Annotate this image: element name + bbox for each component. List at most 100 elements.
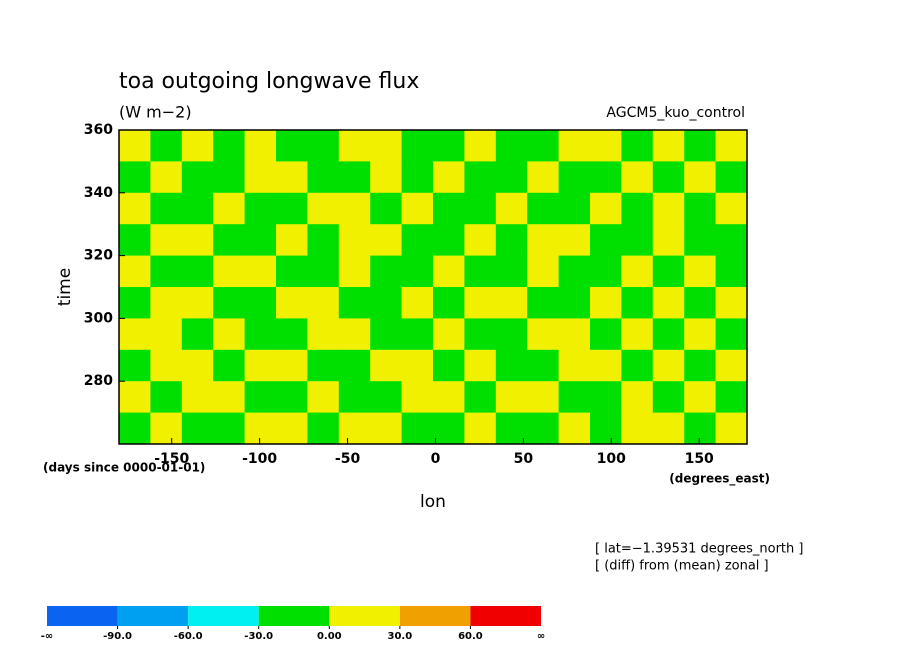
field-cell	[307, 130, 340, 162]
field-cell	[464, 255, 497, 288]
field-cell	[338, 287, 371, 319]
field-cell	[150, 161, 183, 194]
y-tick-label: 280	[84, 373, 113, 389]
field-cell	[495, 130, 528, 162]
field-cell	[150, 255, 183, 288]
field-cell	[181, 161, 214, 194]
field-cell	[276, 349, 308, 382]
field-cell	[338, 255, 371, 288]
field-cell	[401, 224, 434, 257]
x-units: (degrees_east)	[669, 472, 770, 487]
field-cell	[684, 318, 717, 351]
field-cell	[401, 318, 434, 351]
field-cell	[276, 255, 308, 288]
colorbar-box	[188, 606, 259, 626]
field-cell	[181, 318, 214, 351]
field-cell	[464, 224, 497, 257]
chart-title: toa outgoing longwave flux	[119, 69, 419, 94]
field-cell	[276, 381, 308, 414]
field-cell	[590, 349, 622, 382]
field-cell	[684, 412, 717, 445]
field-cell	[558, 349, 591, 382]
field-cell	[433, 255, 465, 288]
field-cell	[150, 130, 183, 162]
field-cell	[590, 192, 622, 225]
field-cell	[401, 192, 434, 225]
field-cell	[307, 161, 340, 194]
field-cell	[495, 161, 528, 194]
field-cell	[244, 412, 277, 445]
field-cell	[307, 318, 340, 351]
field-cell	[276, 161, 308, 194]
field-cell	[181, 287, 214, 319]
field-cell	[338, 318, 371, 351]
field-cell	[464, 318, 497, 351]
field-cell	[527, 349, 560, 382]
field-cell	[244, 381, 277, 414]
y-tick-label: 340	[84, 185, 113, 201]
field-cell	[181, 255, 214, 288]
field-cell	[433, 349, 465, 382]
field-cell	[715, 412, 748, 445]
field-cell	[590, 255, 622, 288]
note: [ (diff) from (mean) zonal ]	[595, 559, 769, 574]
field-cell	[621, 318, 654, 351]
field-cell	[370, 412, 403, 445]
field-cell	[590, 224, 622, 257]
field-cell	[119, 161, 151, 194]
field-cell	[213, 255, 246, 288]
y-tick-label: 360	[84, 122, 113, 138]
field-cell	[150, 412, 183, 445]
field-cell	[307, 192, 340, 225]
field-cell	[527, 192, 560, 225]
field-cell	[621, 192, 654, 225]
field-cell	[684, 224, 717, 257]
field-cell	[119, 349, 151, 382]
field-cell	[684, 349, 717, 382]
field-cell	[652, 192, 685, 225]
field-cell	[150, 318, 183, 351]
field-cell	[276, 224, 308, 257]
field-cell	[150, 224, 183, 257]
field-cell	[119, 192, 151, 225]
field-cell	[527, 287, 560, 319]
field-cell	[370, 349, 403, 382]
field-cell	[181, 381, 214, 414]
field-cell	[621, 130, 654, 162]
field-cell	[401, 287, 434, 319]
field-cell	[433, 412, 465, 445]
field-cell	[684, 161, 717, 194]
field-cell	[119, 130, 151, 162]
field-cell	[370, 192, 403, 225]
field-cell	[527, 224, 560, 257]
field-cell	[684, 287, 717, 319]
y-tick-label: 300	[84, 310, 113, 326]
field-cell	[715, 224, 748, 257]
field-cell	[684, 255, 717, 288]
field-cell	[464, 381, 497, 414]
field-cell	[621, 349, 654, 382]
y-tick-label: 320	[84, 248, 113, 264]
x-tick-label: 150	[685, 451, 714, 467]
field-cell	[464, 349, 497, 382]
field-cell	[495, 255, 528, 288]
field-cell	[715, 192, 748, 225]
field-cell	[590, 412, 622, 445]
plot-frame	[118, 129, 748, 445]
field-cell	[307, 224, 340, 257]
field-cell	[558, 381, 591, 414]
field-cell	[213, 349, 246, 382]
field-cell	[558, 287, 591, 319]
x-tick-label: -50	[335, 451, 361, 467]
field-cell	[621, 224, 654, 257]
field-cell	[590, 161, 622, 194]
field-cell	[558, 318, 591, 351]
field-cell	[244, 287, 277, 319]
y-axis-label: time	[55, 268, 75, 306]
field-cell	[307, 255, 340, 288]
field-cell	[495, 349, 528, 382]
field-cell	[370, 161, 403, 194]
field-cell	[181, 349, 214, 382]
x-tick-label: 50	[514, 451, 534, 467]
field-cell	[119, 255, 151, 288]
